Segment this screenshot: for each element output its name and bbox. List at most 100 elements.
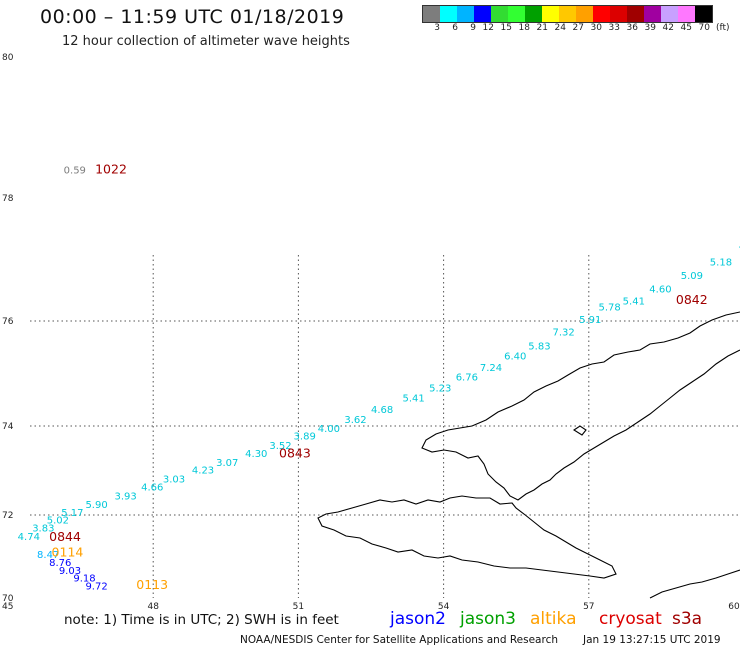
legend-label: 21 bbox=[536, 23, 548, 33]
legend-swatch bbox=[593, 6, 610, 22]
legend-label: 15 bbox=[500, 23, 512, 33]
legend-label: 12 bbox=[482, 23, 494, 33]
page-title: 00:00 – 11:59 UTC 01/18/2019 bbox=[40, 6, 345, 28]
wave-height-label: 5.17 bbox=[61, 508, 83, 519]
wave-height-label: 5.83 bbox=[528, 341, 550, 352]
longitude-tick-label: 51 bbox=[293, 602, 304, 612]
axis-labels: 45 48 51 54 57 60 80 78 76 74 72 70 bbox=[2, 53, 740, 612]
wave-height-label: 9.03 bbox=[59, 566, 81, 577]
legend-swatch bbox=[644, 6, 661, 22]
wave-height-label: 5.90 bbox=[85, 500, 107, 511]
latitude-tick-label: 80 bbox=[2, 53, 14, 63]
legend-label: 33 bbox=[608, 23, 620, 33]
wave-height-label: 3.89 bbox=[294, 431, 316, 442]
legend-swatch bbox=[474, 6, 491, 22]
wave-height-label: 4.23 bbox=[192, 466, 214, 477]
legend-swatch bbox=[610, 6, 627, 22]
wave-height-label: 6.40 bbox=[504, 351, 526, 362]
pass-time-label: 0844 bbox=[49, 529, 81, 544]
latitude-tick-label: 78 bbox=[2, 194, 14, 204]
legend-swatch bbox=[440, 6, 457, 22]
legend-label: 39 bbox=[644, 23, 656, 33]
longitude-tick-label: 54 bbox=[438, 602, 450, 612]
satellite-name-cryosat: cryosat bbox=[599, 609, 662, 629]
longitude-tick-label: 60 bbox=[728, 602, 740, 612]
longitude-tick-label: 45 bbox=[2, 602, 13, 612]
pass-time-label: 0842 bbox=[676, 292, 708, 307]
wave-height-label: 5.41 bbox=[623, 296, 645, 307]
vaygach-mainland-coast bbox=[649, 569, 740, 599]
wave-height-label: 5.23 bbox=[429, 383, 451, 394]
pass-time-label: 1022 bbox=[95, 161, 127, 176]
wave-height-label: 3.93 bbox=[114, 491, 136, 502]
generation-timestamp: Jan 19 13:27:15 UTC 2019 bbox=[583, 634, 721, 646]
wave-height-label: 3.52 bbox=[269, 441, 291, 452]
satellite-name-s3a: s3a bbox=[672, 609, 703, 629]
legend-label: 36 bbox=[626, 23, 638, 33]
legend-label: 27 bbox=[572, 23, 584, 33]
wave-height-label: 9.72 bbox=[85, 582, 107, 593]
legend-swatch bbox=[508, 6, 525, 22]
legend-swatch bbox=[525, 6, 542, 22]
legend-swatch bbox=[695, 6, 712, 22]
map-gridlines bbox=[30, 255, 740, 598]
wave-height-label: 4.00 bbox=[318, 424, 340, 435]
legend-swatch bbox=[661, 6, 678, 22]
satellite-name-jason3: jason3 bbox=[460, 609, 516, 629]
legend-label: 24 bbox=[554, 23, 566, 33]
wave-height-label: 3.83 bbox=[32, 524, 54, 535]
novaya-zemlya-north-island bbox=[421, 311, 740, 501]
pass-time-label: 0113 bbox=[136, 577, 168, 592]
legend-swatch bbox=[491, 6, 508, 22]
legend-label: 45 bbox=[680, 23, 692, 33]
legend-label: 18 bbox=[518, 23, 530, 33]
coastline bbox=[317, 311, 740, 599]
wave-height-label: 5.91 bbox=[579, 315, 601, 326]
wave-height-label: 7.32 bbox=[553, 328, 575, 339]
wave-height-label: 8.47 bbox=[37, 550, 59, 561]
legend-swatch bbox=[576, 6, 593, 22]
color-scale-labels: 3 6 9 12 15 18 21 24 27 30 33 36 39 42 45 70 bbox=[422, 23, 710, 33]
wave-height-label: 9.18 bbox=[73, 573, 95, 584]
wave-height-label: 3.03 bbox=[163, 475, 185, 486]
wave-height-label: 5.41 bbox=[402, 393, 424, 404]
wave-height-label: 8.76 bbox=[49, 558, 71, 569]
wave-height-label: 6.76 bbox=[456, 372, 478, 383]
units-note: note: 1) Time is in UTC; 2) SWH is in fe… bbox=[64, 612, 339, 628]
wave-height-label: 3.62 bbox=[344, 415, 366, 426]
latitude-tick-label: 70 bbox=[2, 594, 14, 604]
legend-swatch bbox=[627, 6, 644, 22]
legend-swatch bbox=[678, 6, 695, 22]
pass-time-label: 0114 bbox=[52, 545, 84, 560]
legend-swatch bbox=[559, 6, 576, 22]
novaya-zemlya-south-island bbox=[317, 495, 617, 579]
legend-label: 70 bbox=[698, 23, 710, 33]
legend-swatch bbox=[457, 6, 474, 22]
legend-label: 42 bbox=[662, 23, 674, 33]
legend-swatch bbox=[423, 6, 440, 22]
satellite-name-altika: altika bbox=[530, 609, 577, 629]
legend-label: 3 bbox=[434, 23, 440, 33]
latitude-tick-label: 72 bbox=[2, 511, 13, 521]
legend-swatch bbox=[542, 6, 559, 22]
satellite-name-jason2: jason2 bbox=[390, 609, 446, 629]
legend-label: 30 bbox=[590, 23, 602, 33]
wave-height-label: 7.24 bbox=[480, 363, 502, 374]
credit-line: NOAA/NESDIS Center for Satellite Applica… bbox=[240, 634, 558, 646]
wave-height-label: 0.59 bbox=[64, 165, 86, 176]
page-subtitle: 12 hour collection of altimeter wave hei… bbox=[62, 34, 350, 49]
legend-label: 9 bbox=[470, 23, 476, 33]
longitude-tick-label: 57 bbox=[583, 602, 594, 612]
wave-height-label: 4.30 bbox=[245, 449, 267, 460]
wave-height-label: 5.02 bbox=[47, 515, 69, 526]
wave-height-label: 4.6 bbox=[739, 242, 740, 253]
legend-unit: (ft) bbox=[716, 23, 730, 33]
coastal-islet bbox=[572, 425, 587, 436]
wave-height-label: 5.18 bbox=[710, 258, 732, 269]
wave-height-label: 4.66 bbox=[141, 483, 163, 494]
wave-height-label: 3.07 bbox=[216, 458, 238, 469]
longitude-tick-label: 48 bbox=[147, 602, 159, 612]
wave-height-label: 5.78 bbox=[598, 303, 620, 314]
